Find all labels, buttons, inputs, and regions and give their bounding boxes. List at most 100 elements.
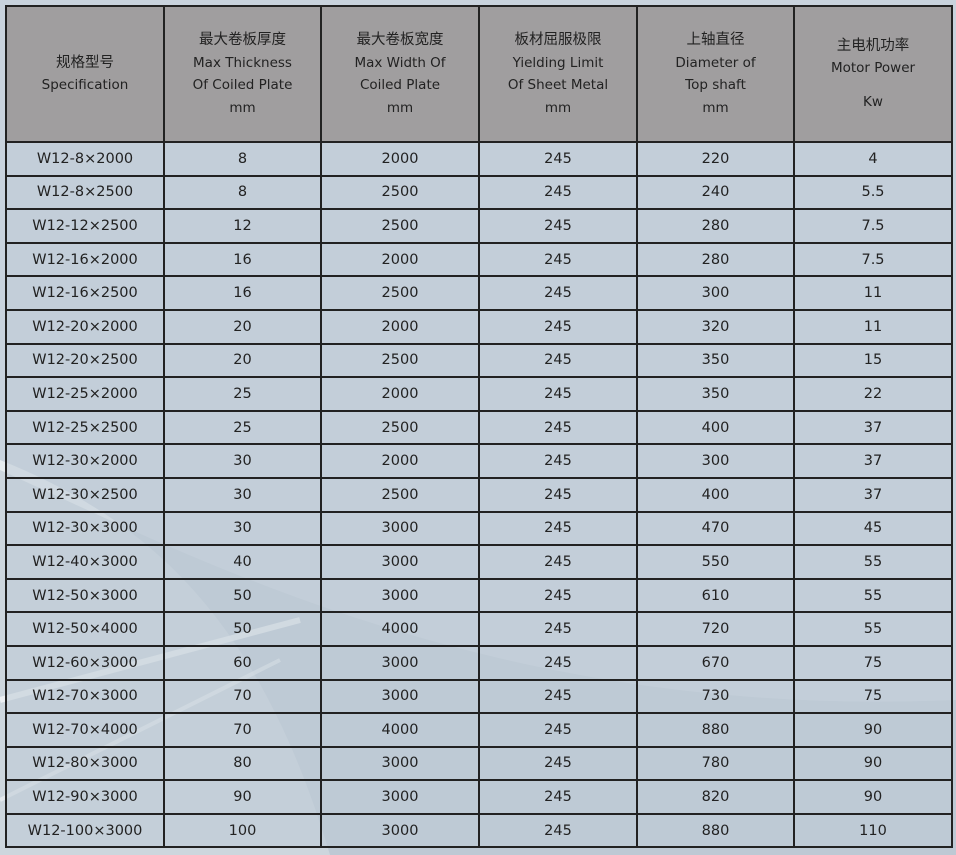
cell-motor-power: 90 — [793, 745, 953, 782]
cell-specification: W12-60×3000 — [5, 644, 165, 681]
cell-top-shaft-diameter: 670 — [636, 644, 795, 681]
header-en-label: Kw — [863, 93, 883, 110]
cell-yielding-limit: 245 — [478, 544, 638, 580]
table-row: W12-50×4000 50 4000 245 720 55 — [5, 611, 953, 647]
header-cn-label: 规格型号 — [56, 54, 114, 71]
cell-yielding-limit: 245 — [478, 779, 638, 815]
cell-max-thickness: 50 — [163, 577, 322, 614]
header-en-label: Motor Power — [830, 60, 916, 77]
header-en-label — [795, 80, 951, 91]
cell-max-thickness: 16 — [163, 275, 322, 311]
cell-specification: W12-40×3000 — [5, 544, 165, 580]
header-top-shaft-diameter: 上轴直径 Diameter of Top shaft mm — [636, 5, 795, 143]
header-max-thickness: 最大卷板厚度 Max Thickness Of Coiled Plate mm — [163, 5, 322, 143]
cell-max-width: 2500 — [320, 208, 480, 244]
header-en-label: Specification — [41, 77, 129, 93]
cell-top-shaft-diameter: 610 — [636, 577, 795, 614]
cell-max-width: 3000 — [320, 644, 480, 681]
cell-specification: W12-16×2500 — [5, 275, 165, 311]
cell-motor-power: 7.5 — [793, 208, 953, 244]
table-row: W12-100×3000 100 3000 245 880 110 — [5, 812, 953, 849]
cell-specification: W12-25×2000 — [5, 376, 165, 412]
cell-motor-power: 37 — [793, 443, 953, 479]
header-cn-label: 最大卷板宽度 — [356, 32, 444, 48]
header-en-label: Max Width Of — [354, 54, 446, 71]
cell-specification: W12-30×2000 — [5, 443, 165, 479]
table-row: W12-16×2000 16 2000 245 280 7.5 — [5, 241, 953, 278]
cell-top-shaft-diameter: 350 — [636, 376, 795, 412]
header-en-label: mm — [229, 99, 256, 116]
cell-top-shaft-diameter: 880 — [636, 712, 795, 748]
cell-max-thickness: 70 — [163, 712, 322, 748]
cell-motor-power: 11 — [793, 275, 953, 311]
table-row: W12-30×2500 30 2500 245 400 37 — [5, 476, 953, 513]
cell-motor-power: 110 — [793, 812, 953, 849]
cell-motor-power: 15 — [793, 342, 953, 379]
table-row: W12-30×3000 30 3000 245 470 45 — [5, 510, 953, 547]
cell-max-width: 2000 — [320, 376, 480, 412]
cell-top-shaft-diameter: 720 — [636, 611, 795, 647]
cell-yielding-limit: 245 — [478, 476, 638, 513]
cell-yielding-limit: 245 — [478, 174, 638, 211]
cell-max-width: 2500 — [320, 476, 480, 513]
cell-max-thickness: 100 — [163, 812, 322, 849]
cell-max-width: 2500 — [320, 174, 480, 211]
cell-top-shaft-diameter: 880 — [636, 812, 795, 849]
cell-max-width: 3000 — [320, 745, 480, 782]
cell-motor-power: 55 — [793, 577, 953, 614]
table-row: W12-70×4000 70 4000 245 880 90 — [5, 712, 953, 748]
cell-top-shaft-diameter: 280 — [636, 241, 795, 278]
table-row: W12-20×2000 20 2000 245 320 11 — [5, 308, 953, 345]
cell-motor-power: 11 — [793, 308, 953, 345]
cell-motor-power: 90 — [793, 779, 953, 815]
header-en-label: Top shaft — [685, 77, 746, 93]
cell-motor-power: 90 — [793, 712, 953, 748]
cell-specification: W12-70×4000 — [5, 712, 165, 748]
cell-top-shaft-diameter: 550 — [636, 544, 795, 580]
cell-yielding-limit: 245 — [478, 443, 638, 479]
header-en-label: Coiled Plate — [359, 77, 441, 93]
cell-max-thickness: 50 — [163, 611, 322, 647]
cell-max-thickness: 80 — [163, 745, 322, 782]
header-cn-label: 主电机功率 — [836, 37, 910, 54]
cell-top-shaft-diameter: 300 — [636, 443, 795, 479]
cell-yielding-limit: 245 — [478, 577, 638, 614]
cell-max-thickness: 25 — [163, 409, 322, 446]
cell-yielding-limit: 245 — [478, 275, 638, 311]
cell-yielding-limit: 245 — [478, 510, 638, 547]
cell-yielding-limit: 245 — [478, 241, 638, 278]
cell-max-thickness: 70 — [163, 678, 322, 715]
table-row: W12-8×2000 8 2000 245 220 4 — [5, 141, 953, 177]
cell-motor-power: 45 — [793, 510, 953, 547]
cell-max-width: 3000 — [320, 544, 480, 580]
header-cn-label: 最大卷板厚度 — [199, 32, 286, 48]
cell-specification: W12-30×3000 — [5, 510, 165, 547]
header-cn-label: 上轴直径 — [686, 32, 745, 48]
header-specification: 规格型号 Specification — [5, 5, 165, 143]
cell-yielding-limit: 245 — [478, 208, 638, 244]
cell-specification: W12-16×2000 — [5, 241, 165, 278]
header-cn-label: 板材屈服极限 — [514, 32, 602, 48]
cell-motor-power: 55 — [793, 544, 953, 580]
cell-top-shaft-diameter: 350 — [636, 342, 795, 379]
cell-max-width: 2000 — [320, 443, 480, 479]
cell-max-thickness: 90 — [163, 779, 322, 815]
cell-max-width: 3000 — [320, 678, 480, 715]
table-row: W12-70×3000 70 3000 245 730 75 — [5, 678, 953, 715]
cell-max-thickness: 16 — [163, 241, 322, 278]
table-row: W12-90×3000 90 3000 245 820 90 — [5, 779, 953, 815]
cell-max-width: 2500 — [320, 409, 480, 446]
cell-max-thickness: 20 — [163, 308, 322, 345]
cell-max-thickness: 60 — [163, 644, 322, 681]
cell-motor-power: 75 — [793, 644, 953, 681]
cell-top-shaft-diameter: 300 — [636, 275, 795, 311]
header-motor-power: 主电机功率 Motor Power Kw — [793, 5, 953, 143]
header-en-label: Yielding Limit — [512, 54, 604, 71]
cell-max-width: 4000 — [320, 611, 480, 647]
cell-specification: W12-20×2000 — [5, 308, 165, 345]
cell-max-thickness: 30 — [163, 443, 322, 479]
cell-specification: W12-12×2500 — [5, 208, 165, 244]
cell-top-shaft-diameter: 320 — [636, 308, 795, 345]
cell-max-thickness: 25 — [163, 376, 322, 412]
table-row: W12-16×2500 16 2500 245 300 11 — [5, 275, 953, 311]
